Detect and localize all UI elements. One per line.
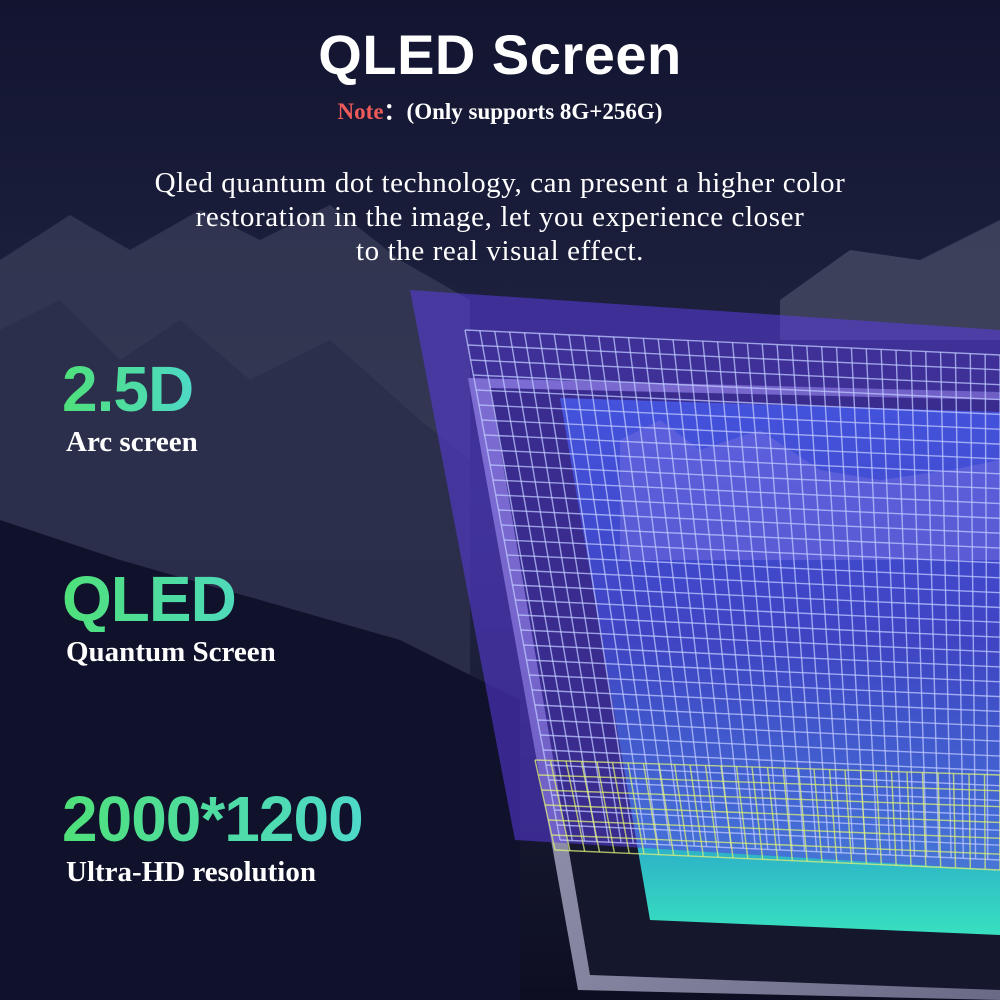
grid-line xyxy=(529,674,1000,698)
grid-line xyxy=(551,794,1000,817)
grid-line xyxy=(548,779,1000,802)
grid-line xyxy=(518,614,1000,638)
grid-line xyxy=(478,404,1000,430)
foothills xyxy=(0,520,520,1000)
note-text: ：(Only supports 8G+256G) xyxy=(383,99,663,124)
grid-line xyxy=(532,689,1000,713)
feature-subtitle: Quantum Screen xyxy=(66,636,276,668)
feature-heading: QLED xyxy=(62,566,276,632)
feature-subtitle: Arc screen xyxy=(66,426,198,458)
grid-line xyxy=(540,734,1000,757)
grid-line xyxy=(543,749,1000,772)
grid-line xyxy=(467,344,1000,371)
description-line: restoration in the image, let you experi… xyxy=(195,201,805,233)
grid-line xyxy=(551,834,1000,855)
grid-line xyxy=(541,789,1000,808)
grid-layers xyxy=(464,329,1000,871)
grid-line xyxy=(498,509,1000,534)
mountains-right xyxy=(780,220,1000,340)
grid-line xyxy=(512,584,1000,609)
grid-line xyxy=(534,759,1000,776)
grid-line xyxy=(481,419,1000,445)
description-line: Qled quantum dot technology, can present… xyxy=(154,167,846,199)
grid-line xyxy=(492,479,1000,505)
grid-line xyxy=(537,719,1000,742)
grid-line xyxy=(526,659,1000,683)
grid-line xyxy=(487,449,1000,475)
grid-line xyxy=(506,554,1000,579)
grid-line xyxy=(495,494,1000,520)
feature-heading: 2000*1200 xyxy=(62,783,364,855)
feature: 2000*1200 Ultra-HD resolution xyxy=(62,783,364,889)
feature-heading: 2.5D xyxy=(62,356,198,422)
feature: 2.5D Arc screen xyxy=(62,356,198,459)
qled-film xyxy=(410,290,1000,870)
description-line: to the real visual effect. xyxy=(355,235,645,267)
grid-line xyxy=(501,524,1000,549)
grid-line xyxy=(509,569,1000,594)
grid-line xyxy=(523,644,1000,668)
grid-line xyxy=(464,329,1000,356)
note: Note：(Only supports 8G+256G) xyxy=(0,92,1000,126)
grid-line xyxy=(554,809,1000,831)
grid-line xyxy=(520,629,1000,653)
note-label: Note xyxy=(337,99,384,124)
grid-line xyxy=(557,824,1000,846)
grid-line xyxy=(473,374,1000,401)
grid-line xyxy=(548,819,1000,840)
grid-line xyxy=(484,434,1000,460)
grid-line xyxy=(490,464,1000,490)
title: QLED Screen xyxy=(318,23,682,86)
grid-line xyxy=(545,764,1000,787)
grid-line xyxy=(515,599,1000,624)
grid-line xyxy=(559,839,1000,861)
feature-subtitle: Ultra-HD resolution xyxy=(66,856,316,888)
grid-line xyxy=(554,849,1000,871)
feature: QLED Quantum Screen xyxy=(62,566,276,669)
grid-line xyxy=(476,389,1000,416)
grid-line xyxy=(470,359,1000,386)
grid-line xyxy=(534,704,1000,728)
grid-line xyxy=(538,774,1000,792)
grid-line xyxy=(544,804,1000,824)
grid-line xyxy=(504,539,1000,564)
description: Qled quantum dot technology, can present… xyxy=(0,166,1000,268)
